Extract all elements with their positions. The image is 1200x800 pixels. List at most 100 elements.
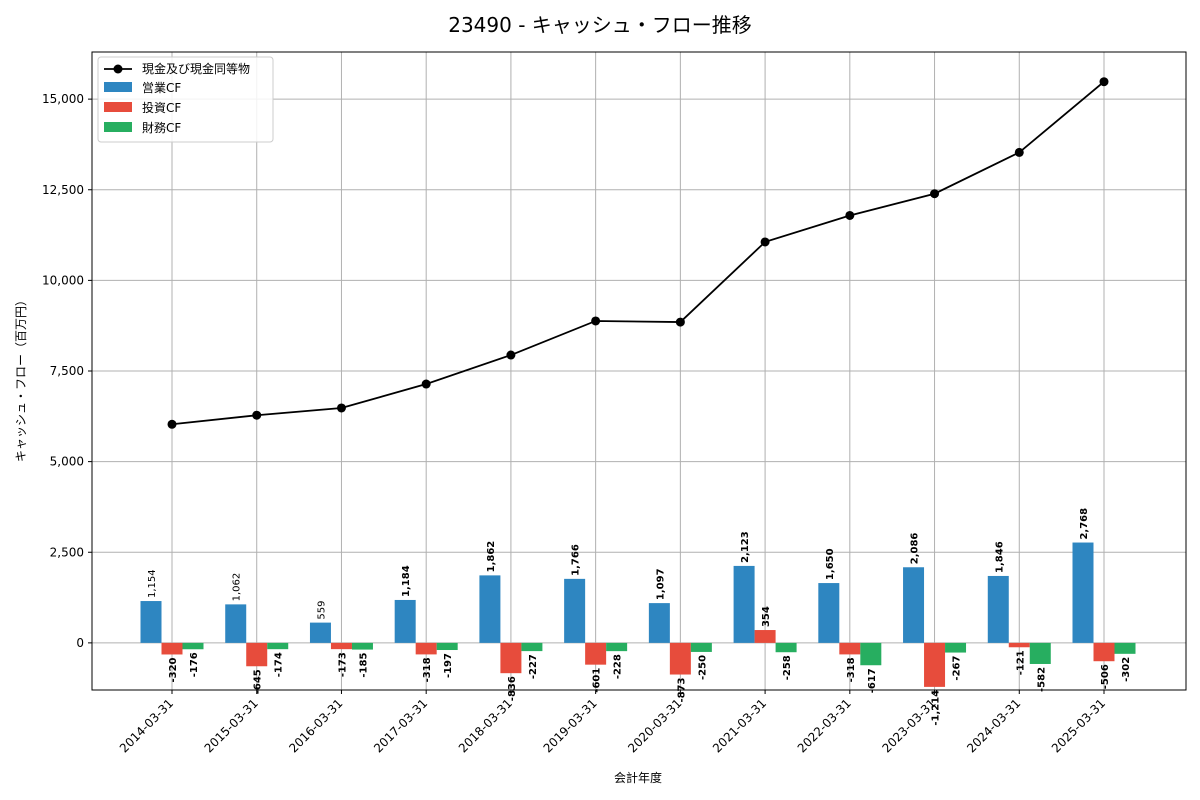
x-tick-label: 2016-03-31 xyxy=(286,696,345,755)
legend-box xyxy=(97,56,274,143)
bar-value-label: -227 xyxy=(528,654,539,679)
bar-investing xyxy=(669,642,691,675)
x-tick-label: 2018-03-31 xyxy=(456,696,515,755)
x-tick-label: 2022-03-31 xyxy=(795,696,854,755)
bar-value-label: -250 xyxy=(697,655,708,680)
bar-value-label: -173 xyxy=(337,652,348,677)
cash-equivalents-point xyxy=(1014,147,1024,157)
y-tick-label: 10,000 xyxy=(42,273,84,287)
bar-financing xyxy=(521,642,543,652)
bar-value-label: -318 xyxy=(846,657,857,682)
bar-investing xyxy=(415,642,437,655)
cash-equivalents-point xyxy=(930,189,940,199)
bar-value-label: -582 xyxy=(1036,667,1047,692)
bar-value-label: -121 xyxy=(1015,650,1026,675)
bar-value-label: -506 xyxy=(1100,664,1111,689)
bar-value-label: 1,184 xyxy=(401,565,412,597)
legend-swatch xyxy=(104,122,132,132)
bar-financing xyxy=(775,642,797,653)
bar-value-label: -836 xyxy=(507,676,518,701)
cash-equivalents-point xyxy=(845,210,855,220)
bar-operating xyxy=(648,603,670,643)
x-tick-label: 2021-03-31 xyxy=(710,696,769,755)
cash-equivalents-line xyxy=(171,81,1105,426)
bar-value-label: -258 xyxy=(782,655,793,680)
cash-equivalents-point xyxy=(506,350,516,360)
bar-investing xyxy=(839,642,861,655)
legend-swatch xyxy=(104,82,132,92)
y-tick-label: 2,500 xyxy=(50,545,84,559)
x-tick-label: 2017-03-31 xyxy=(371,696,430,755)
bar-value-label: 559 xyxy=(316,601,327,620)
legend-point-marker xyxy=(113,64,123,74)
bar-value-label: -185 xyxy=(358,653,369,678)
bar-value-label: -645 xyxy=(253,669,264,694)
y-tick-label: 12,500 xyxy=(42,183,84,197)
bar-value-label: 1,097 xyxy=(655,568,666,600)
bar-operating xyxy=(733,565,755,643)
bar-value-label: -174 xyxy=(274,652,285,677)
bar-financing xyxy=(182,642,204,650)
legend-label: 財務CF xyxy=(142,120,181,135)
bar-investing xyxy=(500,642,522,674)
bar-value-label: -617 xyxy=(867,668,878,693)
x-axis-label: 会計年度 xyxy=(614,770,662,785)
bar-value-label: -267 xyxy=(952,656,963,681)
bar-financing xyxy=(606,642,628,652)
cash-equivalents-point xyxy=(1099,77,1109,87)
bar-operating xyxy=(394,599,416,643)
x-tick-label: 2019-03-31 xyxy=(541,696,600,755)
y-tick-label: 15,000 xyxy=(42,92,84,106)
bar-value-label: 1,062 xyxy=(232,573,243,602)
bar-investing xyxy=(754,630,776,643)
bar-value-label: -318 xyxy=(422,657,433,682)
bar-financing xyxy=(436,642,458,651)
y-tick-label: 0 xyxy=(76,636,84,650)
bar-financing xyxy=(945,642,967,653)
bar-value-label: -601 xyxy=(592,668,603,693)
bar-investing xyxy=(1093,642,1115,662)
bar-value-label: 1,650 xyxy=(825,548,836,580)
cash-equivalents-point xyxy=(675,317,685,327)
bar-value-label: -302 xyxy=(1121,657,1132,682)
legend-label: 営業CF xyxy=(142,81,181,95)
bar-operating xyxy=(818,583,840,643)
bar-financing xyxy=(1114,642,1136,654)
bar-operating xyxy=(903,567,925,643)
bar-operating xyxy=(225,604,247,643)
bar-operating xyxy=(309,622,331,643)
bar-value-label: 1,766 xyxy=(571,544,582,576)
bar-value-label: 2,123 xyxy=(740,531,751,563)
x-tick-label: 2014-03-31 xyxy=(117,696,176,755)
bar-value-label: -320 xyxy=(168,657,179,682)
x-tick-label: 2020-03-31 xyxy=(625,696,684,755)
bar-operating xyxy=(140,601,162,643)
cash-equivalents-point xyxy=(421,379,431,389)
cash-equivalents-point xyxy=(760,237,770,247)
bar-investing xyxy=(1008,642,1030,648)
cash-equivalents-point xyxy=(252,410,262,420)
legend-label: 投資CF xyxy=(142,100,181,115)
bar-value-label: -176 xyxy=(189,652,200,677)
bar-value-label: -197 xyxy=(443,653,454,678)
cash-equivalents-point xyxy=(167,419,177,429)
y-axis-label: キャッシュ・フロー（百万円） xyxy=(14,294,28,462)
y-tick-label: 5,000 xyxy=(50,455,84,469)
bar-value-label: 1,154 xyxy=(147,569,158,598)
bar-value-label: -228 xyxy=(613,654,624,679)
chart-title: 23490 - キャッシュ・フロー推移 xyxy=(448,13,752,37)
bar-investing xyxy=(585,642,607,665)
bar-value-label: 2,086 xyxy=(910,533,921,565)
x-tick-label: 2015-03-31 xyxy=(202,696,261,755)
bar-investing xyxy=(161,642,183,655)
y-tick-label: 7,500 xyxy=(50,364,84,378)
legend-label-cash: 現金及び現金同等物 xyxy=(142,61,250,76)
legend-swatch xyxy=(104,102,132,112)
plot-area: 1,154 1,062 559 1,184 1,862 1,766 1,097 2,123 1,… xyxy=(42,51,1187,755)
x-tick-label: 2025-03-31 xyxy=(1049,696,1108,755)
bar-investing xyxy=(924,642,946,687)
bar-financing xyxy=(690,642,712,652)
bar-operating xyxy=(479,575,501,643)
